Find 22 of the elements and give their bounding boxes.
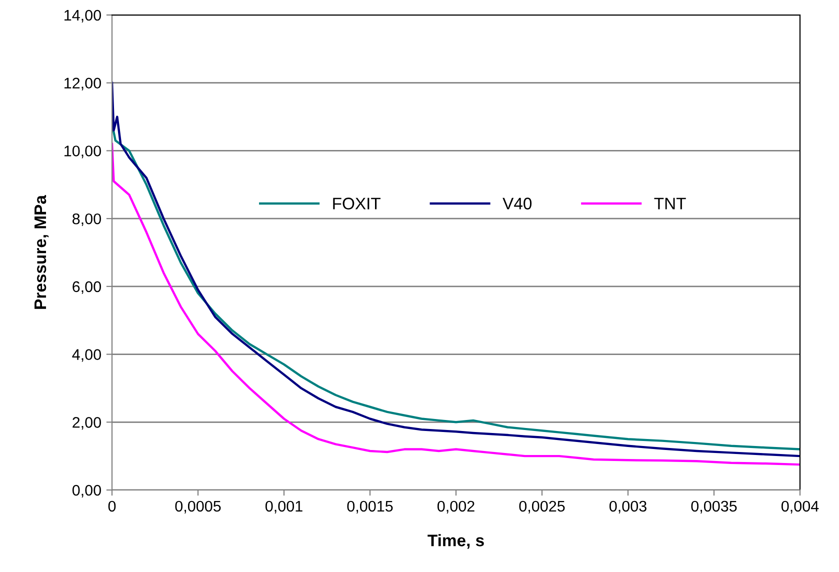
y-tick-label: 10,00 <box>64 146 101 158</box>
legend-label: V40 <box>502 198 532 210</box>
x-tick-label: 0,003 <box>609 500 646 514</box>
legend-label: FOXIT <box>333 198 380 210</box>
x-tick-label: 0,0015 <box>347 500 393 514</box>
x-tick-label: 0,004 <box>781 500 819 514</box>
x-tick-label: 0,0035 <box>691 500 737 514</box>
x-axis-title: Time, s <box>428 534 484 549</box>
y-tick-label: 2,00 <box>72 417 101 430</box>
legend-label: TNT <box>654 198 686 210</box>
x-tick-label: 0,001 <box>265 500 302 514</box>
y-axis-title: Pressure, MPa <box>34 194 49 309</box>
x-tick-label: 0 <box>108 500 116 512</box>
y-tick-label: 14,00 <box>64 10 101 22</box>
y-tick-label: 12,00 <box>64 78 101 90</box>
y-tick-label: 0,00 <box>72 484 101 498</box>
y-tick-label: 8,00 <box>72 213 101 226</box>
x-tick-label: 0,002 <box>437 500 474 514</box>
y-tick-label: 6,00 <box>72 281 101 294</box>
y-tick-label: 4,00 <box>72 349 101 362</box>
x-tick-label: 0,0025 <box>519 500 565 514</box>
x-tick-label: 0,0005 <box>175 500 221 514</box>
